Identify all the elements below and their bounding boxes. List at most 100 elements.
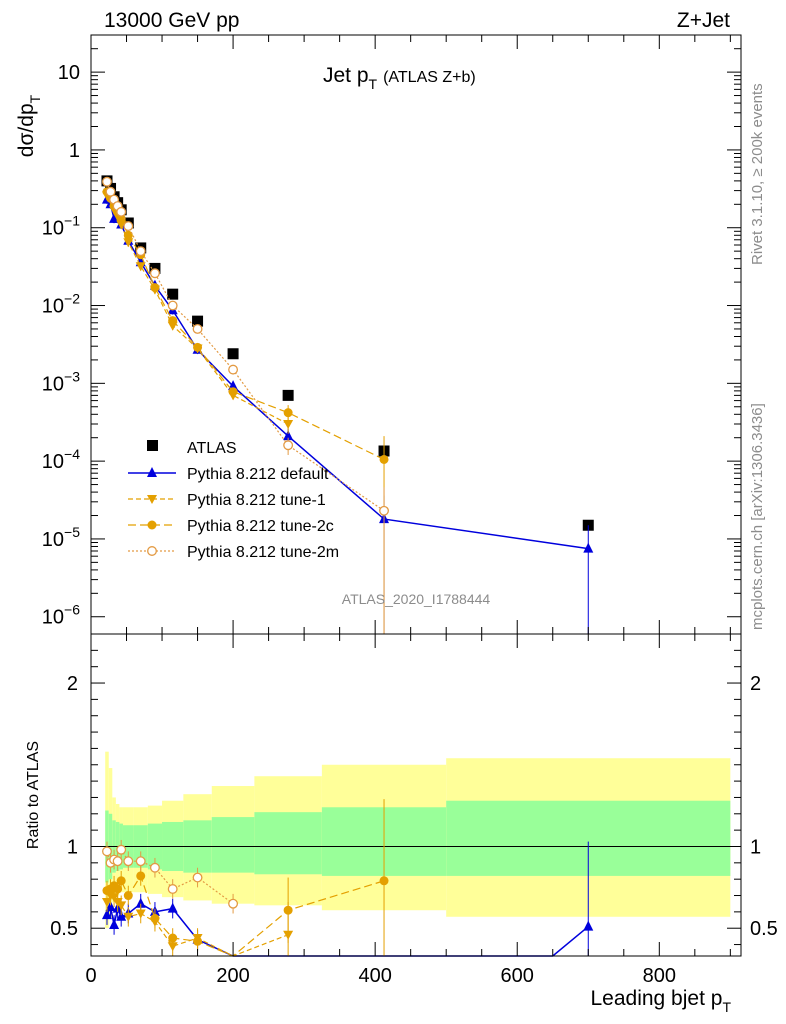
ratio-tune2c-point bbox=[379, 876, 389, 886]
y-tick-label-main: 10−4 bbox=[42, 446, 80, 473]
ratio-tune2c-point bbox=[193, 936, 203, 946]
ratio-default-point bbox=[105, 900, 116, 911]
main-tune2m-point bbox=[379, 505, 389, 516]
main-tune2c-point bbox=[193, 342, 203, 352]
y-axis-label-main: dσ/dpT bbox=[15, 94, 43, 157]
ratio-default-point bbox=[135, 897, 146, 908]
main-tune2c-point bbox=[283, 408, 293, 418]
ratio-uncertainty-bands bbox=[105, 751, 731, 929]
ratio-tune2m-point bbox=[102, 846, 112, 857]
axis-ticks: 0 200 400 600 80010−610−510−410−310−210−1110… bbox=[42, 34, 778, 987]
main-tune1-line bbox=[106, 195, 289, 425]
x-tick-label: 0 bbox=[85, 965, 96, 987]
ratio-tune2m-point bbox=[116, 844, 127, 855]
legend-default-marker bbox=[147, 467, 157, 477]
main-plot-series bbox=[101, 175, 594, 634]
main-tune2c-point bbox=[168, 316, 178, 326]
legend-tune2c-label: Pythia 8.212 tune-2c bbox=[187, 518, 334, 535]
main-tune2m-point bbox=[192, 324, 203, 334]
main-tune2m-point bbox=[228, 364, 239, 375]
main-tune2c-line bbox=[106, 191, 385, 461]
y-tick-label-ratio-right: 0.5 bbox=[750, 918, 778, 940]
main-tune2m-point bbox=[123, 221, 134, 232]
legend-atlas-marker bbox=[147, 440, 158, 451]
main-tune2m-point bbox=[116, 206, 127, 217]
x-tick-label: 400 bbox=[358, 965, 391, 987]
main-atlas-point bbox=[167, 288, 179, 300]
ratio-tune2m-point bbox=[149, 862, 160, 873]
legend: ATLAS Pythia 8.212 default Pythia 8.212 … bbox=[128, 440, 339, 561]
main-default-point bbox=[283, 430, 294, 441]
ratio-default-point bbox=[101, 909, 112, 920]
y-tick-label-main: 10−5 bbox=[42, 524, 80, 551]
main-tune2c-point bbox=[150, 283, 160, 293]
ratio-tune1-point bbox=[123, 912, 134, 922]
main-tune2m-point bbox=[149, 268, 160, 279]
y-tick-label-ratio-left: 2 bbox=[67, 673, 78, 695]
plot-title: Jet pT (ATLAS Z+b) bbox=[323, 64, 476, 92]
main-default-line bbox=[106, 199, 589, 550]
x-tick-label: 600 bbox=[501, 965, 534, 987]
legend-tune1-label: Pythia 8.212 tune-1 bbox=[187, 492, 326, 509]
legend-tune2m-marker bbox=[147, 546, 157, 556]
ratio-tune2c-point bbox=[116, 876, 126, 886]
main-tune2c-point bbox=[379, 454, 389, 464]
y-tick-label-main: 10 bbox=[58, 62, 80, 84]
main-tune1-point bbox=[116, 220, 127, 230]
mcplots-credit: mcplots.cern.ch [arXiv:1306.3436] bbox=[749, 403, 766, 630]
y-tick-label-main: 10−1 bbox=[42, 213, 80, 240]
legend-tune1-marker bbox=[147, 495, 157, 504]
ratio-tune2c-point bbox=[283, 905, 293, 915]
ratio-default-point bbox=[167, 902, 178, 913]
main-atlas-point bbox=[227, 348, 239, 360]
ratio-tune1-point bbox=[109, 893, 120, 903]
main-tune2m-point bbox=[102, 176, 112, 187]
ratio-tune1-point bbox=[101, 898, 112, 908]
x-tick-label: 200 bbox=[216, 965, 249, 987]
ratio-tune2c-point bbox=[113, 884, 123, 894]
y-tick-label-main: 10−6 bbox=[42, 602, 80, 629]
ratio-tune2m-point bbox=[112, 856, 123, 867]
ratio-tune1-point bbox=[116, 901, 127, 911]
main-tune2c-point bbox=[116, 214, 126, 224]
main-tune1-point bbox=[283, 420, 294, 430]
ratio-plot-frame bbox=[90, 633, 742, 957]
main-tune2m-point bbox=[283, 440, 294, 451]
ratio-tune2c-point bbox=[150, 913, 160, 923]
main-tune2c-point bbox=[228, 387, 238, 397]
ratio-tune2c-point bbox=[136, 871, 146, 881]
header-left: 13000 GeV pp bbox=[104, 9, 239, 32]
y-tick-label-main: 10−3 bbox=[42, 368, 80, 395]
main-tune2m-point bbox=[167, 300, 178, 311]
ratio-default-point bbox=[109, 918, 120, 929]
main-tune1-point bbox=[135, 262, 146, 272]
y-tick-label-main: 10−2 bbox=[42, 291, 80, 318]
y-tick-label-ratio-left: 1 bbox=[67, 836, 78, 858]
main-atlas-point bbox=[192, 315, 204, 327]
inner-band-bin bbox=[211, 817, 255, 873]
ratio-tune2c-point bbox=[123, 891, 133, 901]
ratio-tune1-point bbox=[135, 909, 146, 919]
main-atlas-point bbox=[282, 389, 294, 401]
legend-tune2m-label: Pythia 8.212 tune-2m bbox=[187, 544, 339, 561]
legend-tune2c-marker bbox=[147, 520, 157, 530]
ratio-tune2m-point bbox=[123, 856, 134, 867]
ratio-tune2m-point bbox=[167, 884, 178, 894]
main-tune2m-point bbox=[105, 186, 116, 197]
y-tick-label-main: 1 bbox=[69, 140, 80, 162]
ratio-tune2m-point bbox=[228, 898, 239, 909]
x-tick-label: 800 bbox=[643, 965, 676, 987]
ratio-tune2m-point bbox=[135, 856, 146, 867]
ratio-default-point bbox=[116, 910, 127, 921]
y-tick-label-ratio-left: 0.5 bbox=[50, 918, 78, 940]
x-axis-label: Leading bjet pT bbox=[590, 987, 731, 1015]
main-tune2m-point bbox=[135, 246, 146, 257]
y-tick-label-ratio-right: 2 bbox=[750, 673, 761, 695]
ratio-tune2m-point bbox=[192, 872, 203, 883]
rivet-version-note: Rivet 3.1.10, ≥ 200k events bbox=[749, 83, 766, 265]
header-right: Z+Jet bbox=[677, 9, 730, 32]
ratio-default-point bbox=[583, 920, 594, 931]
legend-atlas-label: ATLAS bbox=[187, 440, 237, 457]
analysis-watermark: ATLAS_2020_I1788444 bbox=[342, 591, 491, 607]
